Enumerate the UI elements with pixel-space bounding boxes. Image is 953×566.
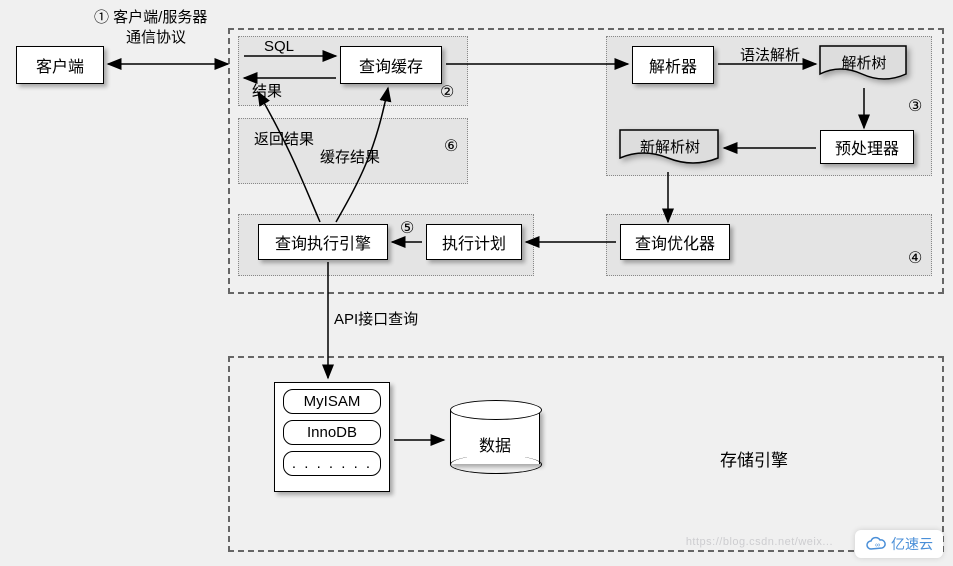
cloud-icon: ∞ (865, 536, 887, 552)
zone-3-num: ③ (908, 96, 922, 116)
exec-engine-label: 查询执行引擎 (275, 230, 371, 254)
parser-label: 解析器 (649, 53, 697, 77)
api-query-label: API接口查询 (334, 308, 418, 329)
parser-node: 解析器 (632, 46, 714, 84)
exec-plan-label: 执行计划 (442, 230, 506, 254)
cache-result-label: 缓存结果 (320, 146, 380, 167)
client-node: 客户端 (16, 46, 104, 84)
preprocessor-node: 预处理器 (820, 130, 914, 164)
faint-url: https://blog.csdn.net/weix... (686, 536, 833, 548)
watermark-text: 亿速云 (891, 534, 933, 554)
optimizer-node: 查询优化器 (620, 224, 730, 260)
data-cylinder: 数据 (450, 410, 540, 478)
parse-tree-node: 解析树 (820, 46, 908, 84)
zone-4-num: ④ (908, 248, 922, 268)
diagram-canvas: ② ③ ④ ⑤ ⑥ (0, 0, 953, 566)
zone-2-num: ② (440, 82, 454, 102)
query-cache-label: 查询缓存 (359, 53, 423, 77)
zone-5-num: ⑤ (400, 218, 414, 238)
return-result-label: 返回结果 (254, 128, 314, 149)
query-cache-node: 查询缓存 (340, 46, 442, 84)
sql-label: SQL (264, 38, 294, 55)
watermark: ∞ 亿速云 (855, 530, 943, 558)
syntax-parse-label: 语法解析 (740, 44, 800, 65)
engine-innodb: InnoDB (283, 420, 381, 445)
engine-myisam: MyISAM (283, 389, 381, 414)
exec-engine-node: 查询执行引擎 (258, 224, 388, 260)
zone-6-num: ⑥ (444, 136, 458, 156)
parse-tree-label: 解析树 (820, 52, 908, 73)
optimizer-label: 查询优化器 (635, 230, 715, 254)
protocol-label-bottom: 通信协议 (126, 26, 186, 47)
engine-more: . . . . . . . (283, 451, 381, 476)
preprocessor-label: 预处理器 (835, 135, 899, 159)
new-tree-node: 新解析树 (620, 130, 720, 168)
new-tree-label: 新解析树 (620, 136, 720, 157)
data-label: 数据 (450, 432, 540, 456)
storage-engine-label: 存储引擎 (720, 446, 788, 471)
protocol-label-top: ① 客户端/服务器 (94, 6, 207, 27)
result-label: 结果 (252, 80, 282, 101)
client-label: 客户端 (36, 53, 84, 77)
svg-text:∞: ∞ (875, 542, 880, 549)
exec-plan-node: 执行计划 (426, 224, 522, 260)
engines-group: MyISAM InnoDB . . . . . . . (274, 382, 390, 492)
